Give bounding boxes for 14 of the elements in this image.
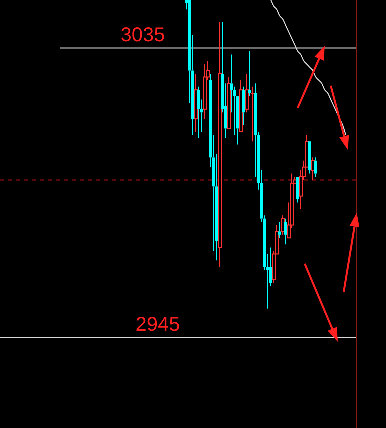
- candlestick: [234, 86, 236, 136]
- candlestick: [252, 86, 254, 142]
- candlestick: [278, 222, 282, 239]
- candlestick: [198, 86, 200, 139]
- candlestick: [299, 170, 303, 210]
- candlestick: [203, 64, 207, 120]
- candlestick: [230, 54, 234, 114]
- candlestick: [248, 50, 252, 98]
- ref-line-label: 3035: [120, 24, 166, 46]
- ref-line-label: 2945: [136, 314, 180, 336]
- candlestick: [218, 22, 222, 268]
- candlestick: [194, 74, 198, 132]
- candlestick: [314, 157, 318, 178]
- candlestick: [281, 215, 285, 236]
